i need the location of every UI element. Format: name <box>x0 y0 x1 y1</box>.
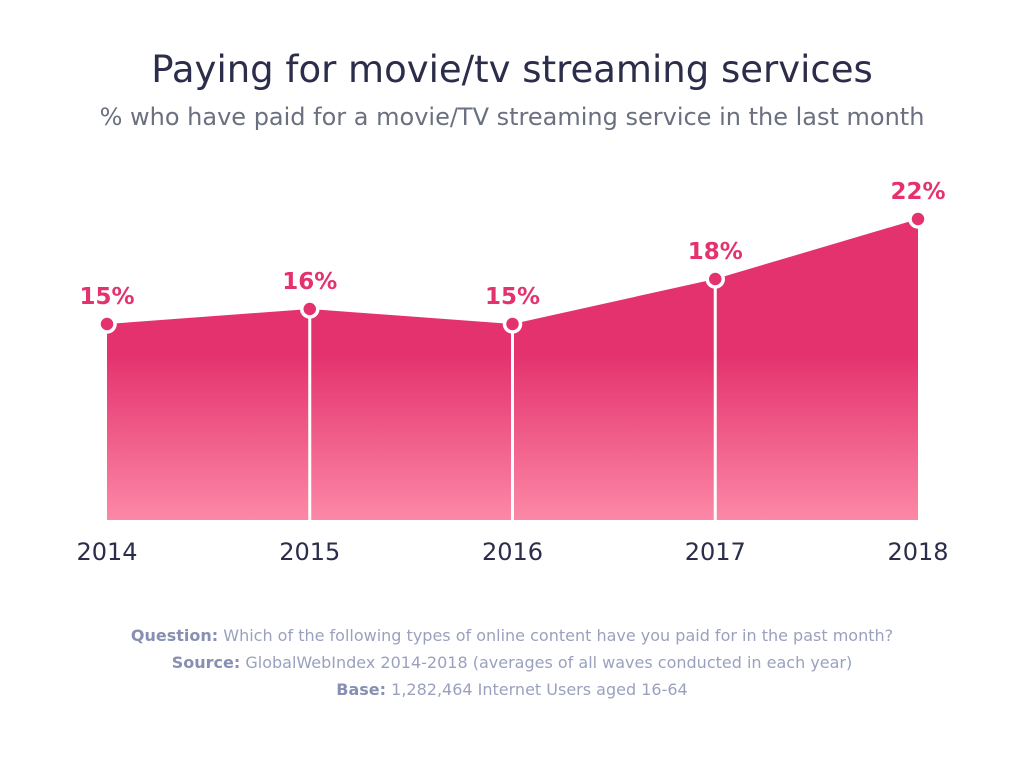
x-tick-label-2017: 2017 <box>685 538 746 566</box>
chart-title: Paying for movie/tv streaming services <box>151 48 873 91</box>
source-line: Source: GlobalWebIndex 2014-2018 (averag… <box>0 649 1024 676</box>
data-label-2018: 22% <box>890 179 945 205</box>
question-line: Question: Which of the following types o… <box>0 622 1024 649</box>
data-label-2016: 15% <box>485 284 540 310</box>
x-tick-label-2015: 2015 <box>279 538 340 566</box>
base-label: Base: <box>336 680 387 699</box>
source-label: Source: <box>171 653 241 672</box>
data-label-2017: 18% <box>688 239 743 265</box>
data-point-2018 <box>908 209 928 229</box>
data-point-2014 <box>97 314 117 334</box>
base-line: Base: 1,282,464 Internet Users aged 16-6… <box>0 676 1024 703</box>
data-label-2014: 15% <box>79 284 134 310</box>
data-point-2016 <box>502 314 523 334</box>
data-point-2015 <box>300 299 320 319</box>
x-tick-label-2014: 2014 <box>76 538 137 566</box>
footnotes: Question: Which of the following types o… <box>0 622 1024 703</box>
question-text: Which of the following types of online c… <box>223 626 894 645</box>
source-text: GlobalWebIndex 2014-2018 (averages of al… <box>245 653 853 672</box>
x-tick-label-2018: 2018 <box>887 538 948 566</box>
chart-subtitle: % who have paid for a movie/TV streaming… <box>99 103 925 131</box>
data-label-2015: 16% <box>282 269 337 295</box>
data-point-2017 <box>705 269 725 289</box>
question-label: Question: <box>130 626 219 645</box>
base-text: 1,282,464 Internet Users aged 16-64 <box>391 680 688 699</box>
x-tick-label-2016: 2016 <box>482 538 543 566</box>
